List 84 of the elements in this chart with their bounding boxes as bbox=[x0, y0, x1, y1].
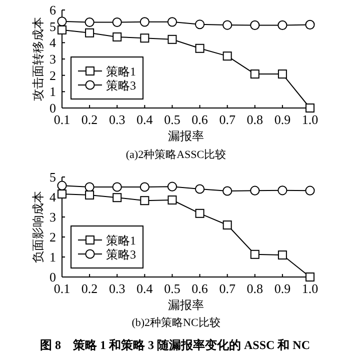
x-tick-label: 0.3 bbox=[108, 281, 126, 296]
point bbox=[140, 34, 150, 43]
x-tick-label: 0.1 bbox=[54, 281, 70, 296]
point bbox=[167, 182, 178, 192]
point bbox=[58, 190, 66, 198]
point bbox=[112, 17, 122, 28]
point bbox=[278, 70, 287, 79]
point bbox=[112, 182, 122, 192]
point bbox=[306, 104, 314, 112]
x-tick-label: 0.9 bbox=[274, 281, 291, 296]
y-tick-label: 5 bbox=[50, 170, 56, 184]
caption: 图 8 策略 1 和策略 3 随漏报率变化的 ASSC 和 NC bbox=[40, 338, 310, 352]
point bbox=[140, 17, 150, 27]
point bbox=[250, 186, 260, 196]
y-tick-label: 0 bbox=[50, 100, 56, 116]
legend-label: 策略3 bbox=[106, 248, 136, 262]
point bbox=[140, 196, 150, 206]
y-tick-label: 2 bbox=[50, 68, 56, 83]
point bbox=[167, 17, 178, 27]
point bbox=[85, 28, 94, 38]
x-tick-label: 0.8 bbox=[246, 112, 264, 127]
x-tick-label: 0.6 bbox=[192, 112, 208, 127]
y-tick-label: 4 bbox=[50, 35, 56, 50]
x-tick-label: 0.5 bbox=[164, 281, 180, 296]
x-tick-label: 0.5 bbox=[164, 112, 180, 127]
x-tick-label: 0.6 bbox=[192, 281, 208, 296]
point bbox=[250, 20, 260, 30]
legend-label: 策略1 bbox=[106, 234, 136, 248]
y-tick-label: 1 bbox=[50, 84, 56, 100]
x-tick-label: 1.0 bbox=[302, 281, 318, 296]
point bbox=[112, 32, 122, 42]
y-axis-title: 负面影响成本 bbox=[31, 191, 45, 263]
point bbox=[278, 20, 288, 30]
x-tick-label: 0.4 bbox=[136, 281, 154, 296]
point bbox=[222, 220, 232, 230]
point bbox=[195, 44, 204, 53]
point bbox=[140, 182, 150, 192]
point bbox=[222, 186, 232, 196]
point bbox=[112, 193, 122, 202]
point bbox=[278, 186, 288, 196]
point bbox=[194, 184, 205, 194]
x-tick-label: 0.2 bbox=[81, 112, 98, 127]
x-tick-label: 0.8 bbox=[246, 281, 264, 296]
point bbox=[194, 20, 205, 30]
y-tick-label: 2 bbox=[50, 230, 56, 244]
y-tick-label: 0 bbox=[50, 270, 56, 284]
legend-label: 策略1 bbox=[106, 64, 136, 78]
x-tick-label: 0.4 bbox=[136, 112, 154, 127]
x-tick-label: 0.7 bbox=[219, 281, 236, 296]
text: (b)2种策略NC比较 bbox=[132, 316, 220, 329]
x-tick-label: 1.0 bbox=[302, 112, 318, 127]
x-tick-label: 0.7 bbox=[219, 112, 236, 127]
point bbox=[85, 190, 94, 200]
point bbox=[306, 272, 314, 282]
point bbox=[305, 186, 315, 196]
point bbox=[250, 250, 260, 259]
point bbox=[57, 180, 67, 190]
x-axis-title: 漏报率 bbox=[168, 298, 204, 312]
point bbox=[278, 250, 287, 260]
x-tick-label: 0.2 bbox=[81, 281, 98, 296]
y-tick-label: 4 bbox=[50, 190, 56, 204]
point bbox=[58, 25, 66, 34]
y-tick-label: 3 bbox=[50, 210, 56, 224]
point bbox=[305, 20, 315, 30]
y-tick-label: 5 bbox=[50, 18, 56, 34]
text: (a)2种策略ASSC比较 bbox=[126, 148, 226, 161]
y-tick-label: 6 bbox=[50, 2, 56, 18]
y-axis-title: 攻击面转移成本 bbox=[31, 17, 45, 101]
point bbox=[250, 70, 260, 79]
legend-label: 策略3 bbox=[106, 78, 136, 92]
point bbox=[222, 20, 232, 30]
y-tick-label: 3 bbox=[50, 52, 56, 66]
point bbox=[222, 52, 232, 61]
x-axis-title: 漏报率 bbox=[168, 129, 204, 143]
point bbox=[195, 208, 204, 218]
point bbox=[57, 16, 67, 26]
point bbox=[168, 34, 177, 44]
x-tick-label: 0.9 bbox=[274, 112, 291, 127]
x-tick-label: 0.1 bbox=[54, 112, 70, 127]
point bbox=[84, 182, 94, 192]
point bbox=[168, 196, 177, 204]
x-tick-label: 0.3 bbox=[108, 112, 126, 127]
point bbox=[84, 17, 94, 28]
y-tick-label: 1 bbox=[50, 250, 56, 264]
